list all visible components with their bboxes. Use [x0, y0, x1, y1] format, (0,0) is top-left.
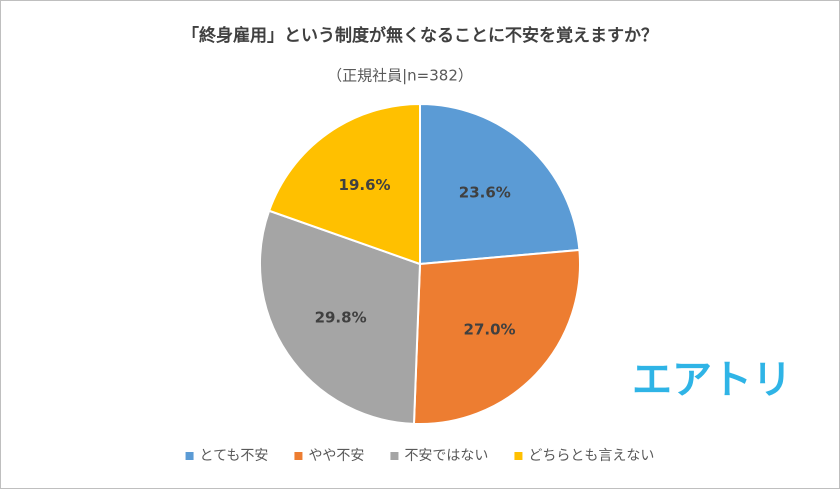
data-label: 23.6% [459, 184, 511, 202]
pie-slice [419, 102, 581, 266]
data-label: 19.6% [339, 176, 391, 194]
data-label: 29.8% [315, 308, 367, 326]
pie-slice [412, 248, 581, 425]
legend-label: どちらとも言えない [528, 448, 654, 464]
data-label: 27.0% [464, 321, 516, 339]
logo: エアトリ [632, 357, 792, 403]
legend-marker [294, 452, 303, 460]
chart-title: 「終身雇用」という制度が無くなることに不安を覚えますか？ [182, 25, 658, 46]
legend-marker [390, 452, 399, 460]
legend-label: 不安ではない [404, 448, 488, 464]
legend-label: やや不安 [308, 448, 364, 464]
pie-slice [267, 102, 421, 266]
legend-marker [185, 452, 194, 460]
chart-subtitle: （正規社員|n=382） [327, 67, 473, 85]
legend-label: とても不安 [200, 448, 269, 464]
legend-marker [514, 452, 523, 460]
pie-slice [259, 209, 422, 425]
